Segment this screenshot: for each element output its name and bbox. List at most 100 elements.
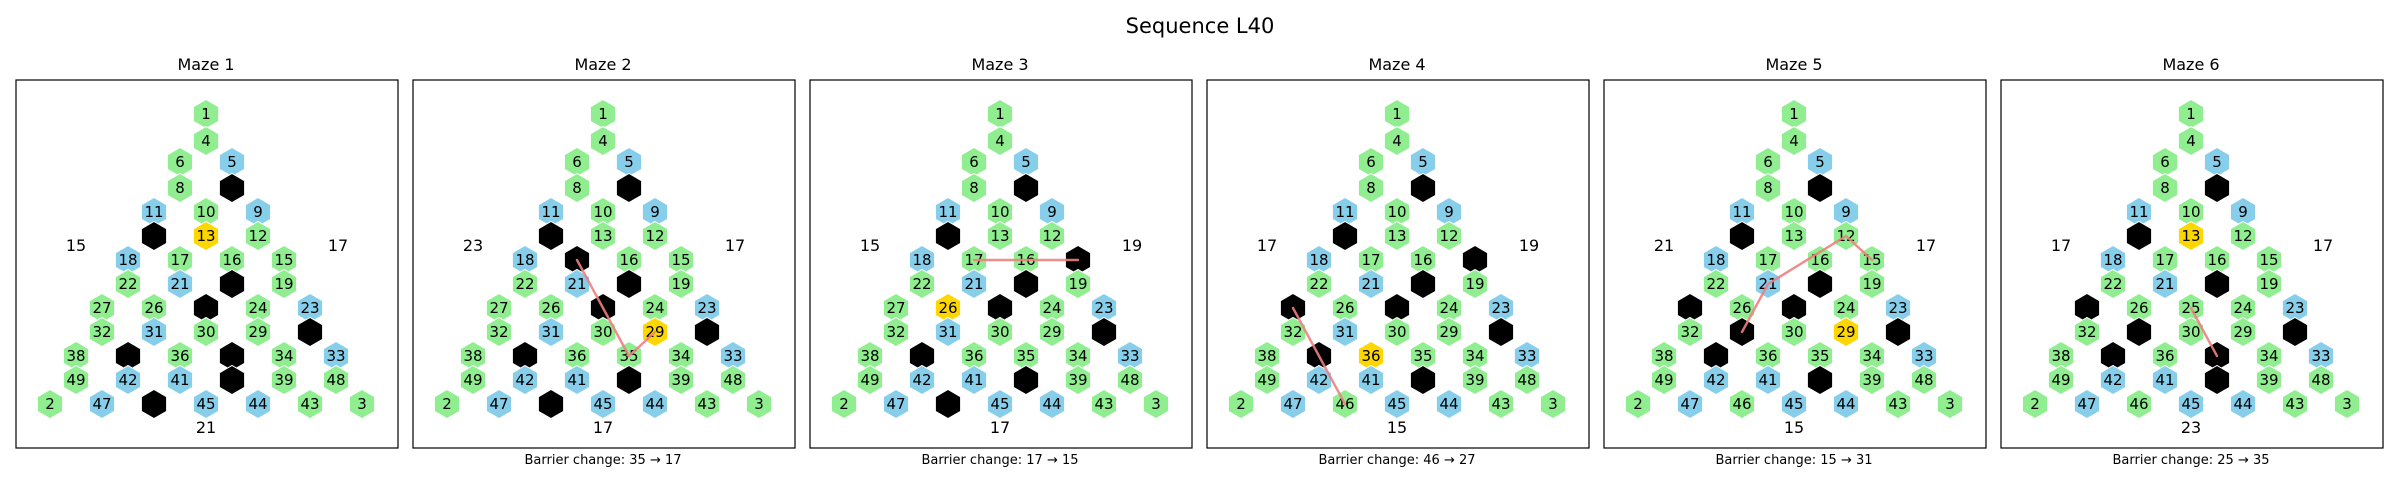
- maze-cell: 46: [537, 388, 565, 420]
- bottom-label: 21: [196, 418, 216, 437]
- hex-cell: [1806, 172, 1834, 204]
- maze-cell: 24: [1435, 292, 1463, 324]
- hex-cell: [36, 388, 64, 420]
- maze-cell: 14: [1331, 220, 1359, 252]
- maze-cell: 47: [485, 388, 513, 420]
- maze-cell: 36: [960, 340, 988, 372]
- maze-cell: 42: [114, 364, 142, 396]
- bottom-label: 15: [1784, 418, 1804, 437]
- cell-number: 38: [1654, 347, 1673, 365]
- maze-cell: 30: [1383, 316, 1411, 348]
- hex-cell: [1754, 364, 1782, 396]
- maze-cell: 3: [348, 388, 376, 420]
- maze-cell: 10: [192, 196, 220, 228]
- hex-cell: [1409, 268, 1437, 300]
- cell-number: 24: [1439, 299, 1458, 317]
- cell-number: 31: [2129, 323, 2148, 341]
- hex-cell: [615, 146, 643, 178]
- maze-cell: 23: [1090, 292, 1118, 324]
- maze-cell: 19: [2255, 268, 2283, 300]
- hex-cell: [2021, 388, 2049, 420]
- maze-cell: 34: [667, 340, 695, 372]
- cell-number: 39: [274, 371, 293, 389]
- maze-cell: 11: [1728, 196, 1756, 228]
- hex-cell: [1064, 340, 1092, 372]
- cell-number: 11: [1335, 203, 1354, 221]
- hex-cell: [537, 388, 565, 420]
- maze-cell: 18: [1702, 244, 1730, 276]
- maze-cell: 22: [2099, 268, 2127, 300]
- maze-cell: 37: [2099, 340, 2127, 372]
- cell-number: 3: [2342, 395, 2352, 413]
- maze-cell: 43: [296, 388, 324, 420]
- maze-cell: 26: [537, 292, 565, 324]
- hex-cell: [1435, 196, 1463, 228]
- hex-cell: [2203, 146, 2231, 178]
- hex-cell: [960, 268, 988, 300]
- cell-number: 22: [1706, 275, 1725, 293]
- cell-number: 4: [995, 132, 1005, 150]
- maze-cell: 19: [1461, 268, 1489, 300]
- cell-number: 33: [723, 347, 742, 365]
- maze-cell: 6: [563, 146, 591, 178]
- hex-cell: [1409, 340, 1437, 372]
- cell-number: 30: [196, 323, 215, 341]
- cell-number: 8: [1366, 179, 1376, 197]
- hex-cell: [2125, 220, 2153, 252]
- hex-cell: [2151, 364, 2179, 396]
- cell-number: 11: [541, 203, 560, 221]
- maze-cell: 26: [934, 292, 962, 324]
- hex-cell: [589, 196, 617, 228]
- maze-cell: 6: [960, 146, 988, 178]
- hex-cell: [1624, 388, 1652, 420]
- cell-number: 32: [1680, 323, 1699, 341]
- maze-cell: 1: [1383, 98, 1411, 130]
- maze-cell: 25: [1383, 292, 1411, 324]
- cell-number: 38: [1257, 347, 1276, 365]
- hex-cell: [1435, 292, 1463, 324]
- maze-cell: 37: [114, 340, 142, 372]
- cell-number: 32: [2077, 323, 2096, 341]
- maze-cell: 47: [1279, 388, 1307, 420]
- hex-cell: [2281, 316, 2309, 348]
- cell-number: 38: [463, 347, 482, 365]
- hex-cell: [2281, 388, 2309, 420]
- hex-cell: [2229, 292, 2257, 324]
- cell-number: 12: [2233, 227, 2252, 245]
- maze-cell: 37: [908, 340, 936, 372]
- maze-cell: 33: [1910, 340, 1938, 372]
- hex-cell: [882, 316, 910, 348]
- cell-number: 1: [1789, 105, 1799, 123]
- cell-number: 41: [1361, 371, 1380, 389]
- maze-cell: 29: [2229, 316, 2257, 348]
- maze-cell: 41: [1754, 364, 1782, 396]
- cell-number: 33: [2311, 347, 2330, 365]
- maze-cell: 35: [1806, 340, 1834, 372]
- hex-cell: [537, 316, 565, 348]
- cell-number: 37: [1706, 347, 1725, 365]
- panel-frame: [2000, 79, 2384, 449]
- cell-number: 26: [938, 299, 957, 317]
- maze-cell: 44: [1832, 388, 1860, 420]
- cell-number: 45: [2181, 395, 2200, 413]
- cell-number: 36: [2155, 347, 2174, 365]
- cell-number: 39: [1862, 371, 1881, 389]
- cell-number: 24: [248, 299, 267, 317]
- hex-cell: [1331, 220, 1359, 252]
- hex-cell: [2229, 388, 2257, 420]
- cell-number: 38: [860, 347, 879, 365]
- cell-number: 33: [1517, 347, 1536, 365]
- maze-cell: 3: [1936, 388, 1964, 420]
- cell-number: 5: [624, 153, 634, 171]
- maze-cell: 30: [2177, 316, 2205, 348]
- maze-cell: 8: [1754, 172, 1782, 204]
- maze-cell: 44: [641, 388, 669, 420]
- cell-number: 35: [1810, 347, 1829, 365]
- maze-cell: 35: [1012, 340, 1040, 372]
- hex-cell: [244, 388, 272, 420]
- maze-cell: 32: [882, 316, 910, 348]
- hex-cell: [322, 340, 350, 372]
- cell-number: 8: [969, 179, 979, 197]
- maze-cell: 26: [140, 292, 168, 324]
